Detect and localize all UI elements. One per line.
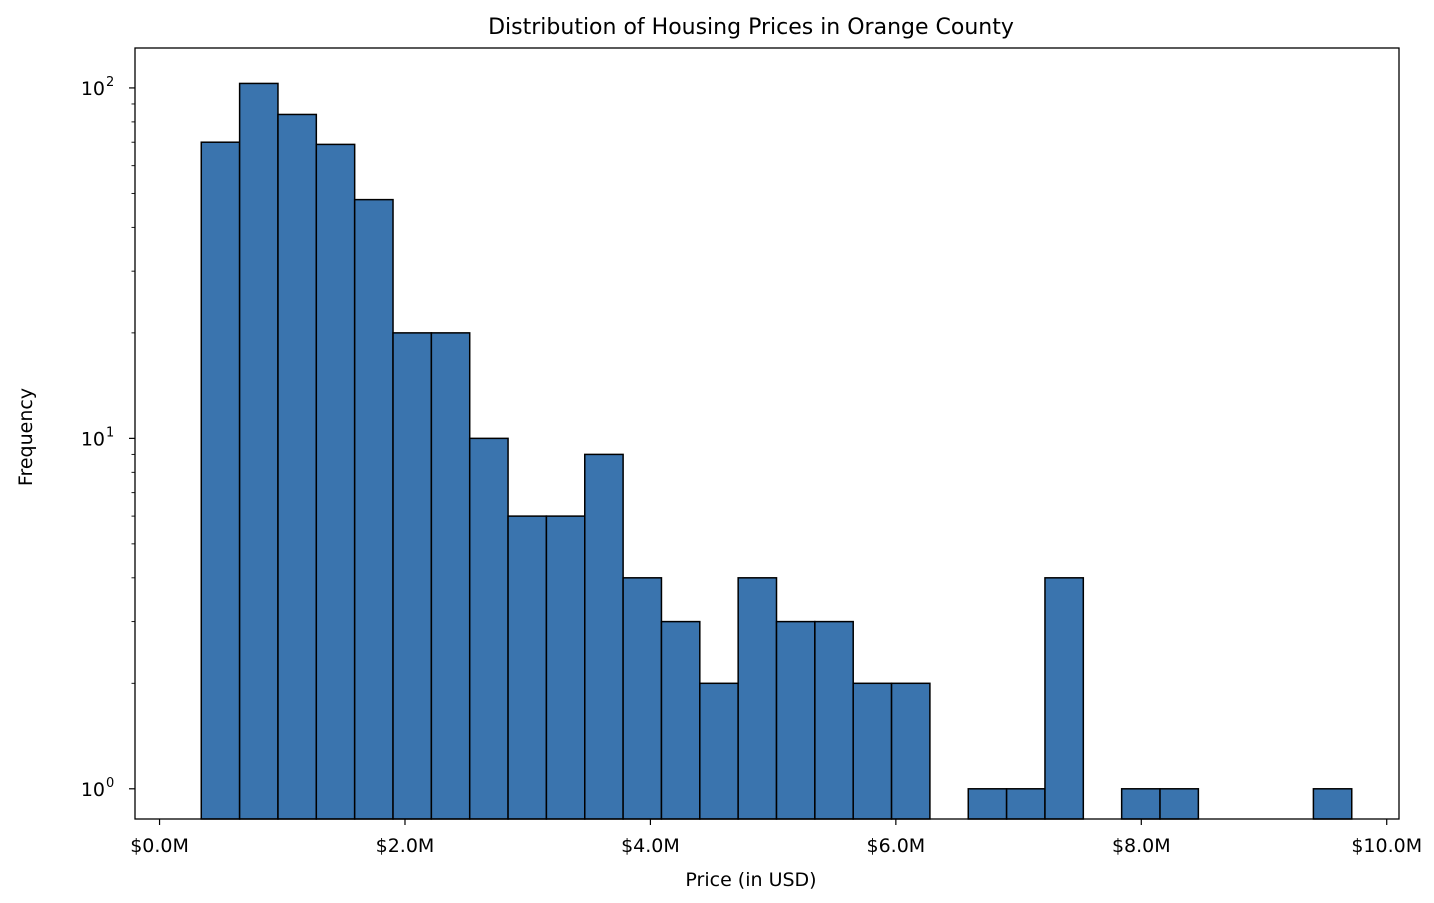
histogram-bar: [200, 141, 241, 820]
histogram-bar: [392, 332, 433, 820]
histogram-bar: [1120, 788, 1161, 820]
histogram-bar: [967, 788, 1008, 820]
plot-frame: [134, 47, 1400, 820]
histogram-bar: [238, 82, 279, 820]
y-tick-label: 10: [81, 78, 105, 100]
x-tick-label: $2.0M: [376, 835, 435, 857]
bars-group: [200, 82, 1353, 820]
y-tick-exponent: 1: [106, 425, 114, 440]
histogram-bar: [507, 515, 548, 820]
histogram-bar: [622, 577, 663, 820]
histogram-bar: [1005, 788, 1046, 820]
y-axis-label: Frequency: [15, 388, 37, 486]
x-tick-label: $0.0M: [130, 835, 189, 857]
histogram-bar: [1044, 577, 1085, 820]
x-axis-label: Price (in USD): [685, 869, 816, 891]
histogram-bar: [852, 682, 893, 820]
histogram-bar: [660, 620, 701, 820]
x-axis-ticks: $0.0M $2.0M $4.0M $6.0M $8.0M $10.0M: [130, 819, 1422, 857]
histogram-bar: [353, 198, 394, 820]
histogram-bar: [545, 515, 586, 820]
histogram-bar: [584, 453, 624, 820]
y-tick-label: 10: [81, 428, 105, 450]
x-tick-label: $8.0M: [1112, 835, 1171, 857]
y-tick-exponent: 0: [106, 776, 114, 791]
histogram-bar: [468, 437, 509, 820]
histogram-bar: [737, 577, 778, 820]
y-tick-exponent: 2: [106, 75, 114, 90]
histogram-bar: [1159, 788, 1200, 820]
y-tick-label: 10: [81, 779, 105, 801]
x-tick-label: $4.0M: [621, 835, 680, 857]
histogram-bar: [775, 620, 816, 820]
histogram-bar: [814, 620, 854, 820]
histogram-bar: [699, 682, 739, 820]
histogram-bar: [890, 682, 931, 820]
chart-title: Distribution of Housing Prices in Orange…: [488, 15, 1014, 40]
histogram-bar: [277, 113, 318, 820]
histogram-bar: [315, 143, 356, 820]
x-tick-label: $6.0M: [867, 835, 926, 857]
histogram-bar: [430, 332, 471, 820]
x-tick-label: $10.0M: [1351, 835, 1422, 857]
histogram-bar: [1312, 788, 1353, 820]
